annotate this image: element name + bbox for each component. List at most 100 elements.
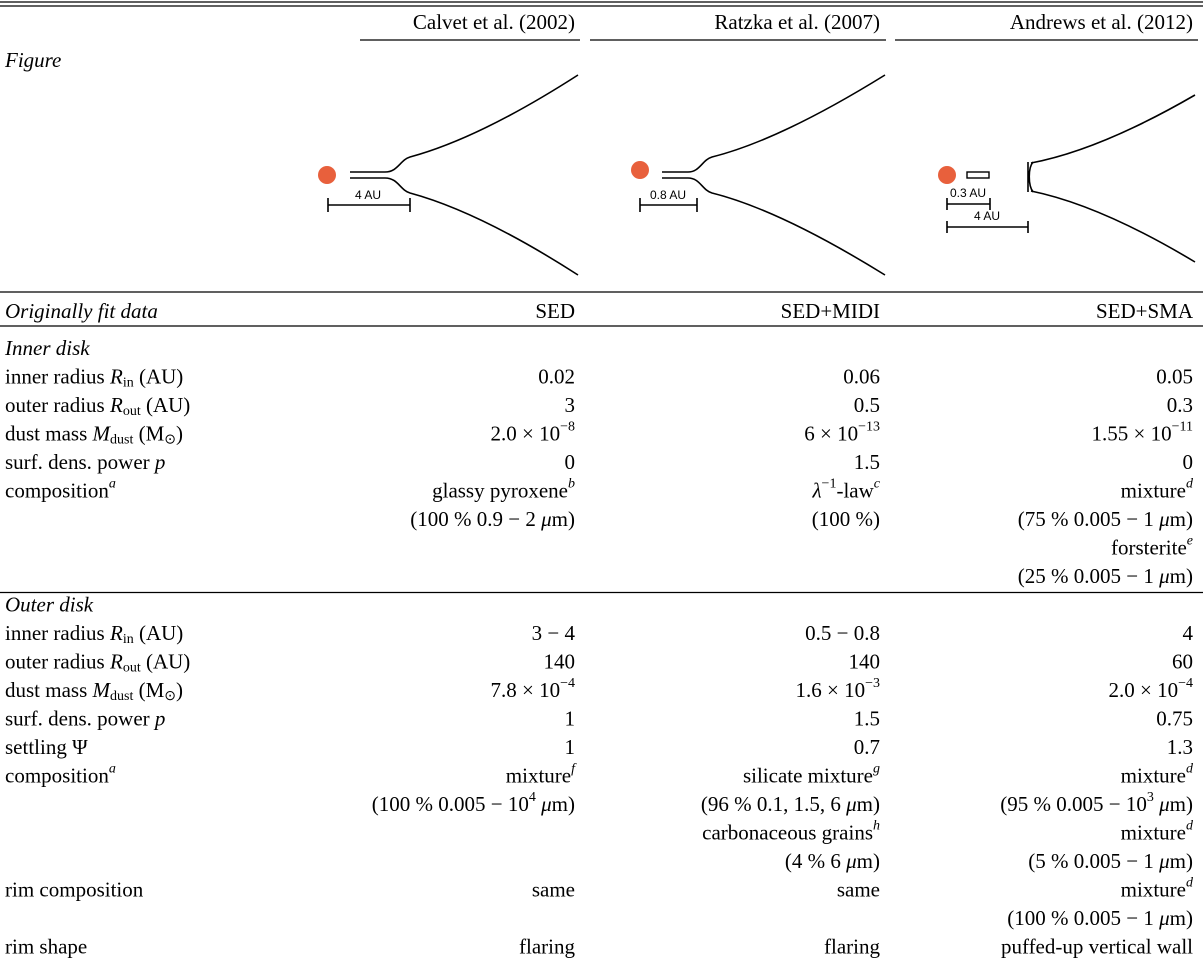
text-run: μ — [540, 792, 552, 816]
star — [631, 161, 649, 179]
text-run: R — [109, 364, 123, 388]
text-run: composition — [5, 763, 109, 787]
table-cell: (100 % 0.005 − 1 μm) — [1007, 906, 1193, 930]
text-run: silicate mixture — [743, 763, 873, 787]
text-run: −1 — [822, 477, 837, 492]
text-run: μ — [845, 849, 857, 873]
table-cell: 1.5 — [854, 706, 880, 730]
table-cell: 1.55 × 10−11 — [1092, 420, 1193, 446]
disk-surface — [350, 74, 579, 173]
text-run: glassy pyroxene — [432, 478, 568, 502]
text-run: −4 — [560, 676, 575, 691]
text-run: R — [109, 649, 123, 673]
table-cell: 7.8 × 10−4 — [491, 676, 576, 702]
section-title: Inner disk — [4, 336, 90, 360]
row-label: dust mass Mdust (M⊙) — [5, 421, 183, 447]
text-run: μ — [1158, 849, 1170, 873]
text-run: m) — [552, 792, 575, 816]
text-run: −13 — [858, 420, 880, 435]
table-cell: mixtured — [1121, 876, 1194, 902]
table-cell: mixtured — [1121, 819, 1194, 845]
table-cell: (75 % 0.005 − 1 μm) — [1018, 507, 1193, 531]
table-cell: (5 % 0.005 − 1 μm) — [1028, 849, 1193, 873]
table-cell: 1 — [565, 735, 576, 759]
disk-wall — [1027, 161, 1034, 193]
text-run: (25 % 0.005 − 1 — [1018, 564, 1159, 588]
column-header: Ratzka et al. (2007) — [714, 10, 880, 34]
text-run: (4 % 6 — [785, 849, 846, 873]
text-run: surf. dens. power — [5, 450, 155, 474]
table-cell: silicate mixtureg — [743, 762, 880, 788]
text-run: 6 × 10 — [804, 421, 858, 445]
text-run: m) — [1170, 507, 1193, 531]
text-run: out — [123, 404, 141, 419]
row-label: rim shape — [5, 934, 87, 958]
table-cell: 0.5 − 0.8 — [805, 621, 880, 645]
scale-bar — [946, 221, 1029, 233]
table-cell: SED — [535, 299, 575, 323]
text-run: a — [109, 477, 116, 492]
text-run: out — [123, 661, 141, 676]
row-label: inner radius Rin (AU) — [5, 364, 183, 390]
text-run: (M — [133, 678, 164, 702]
table-cell: 3 — [565, 393, 576, 417]
text-run: 4 — [529, 790, 536, 805]
table-cell: forsteritee — [1111, 534, 1193, 560]
text-run: (AU) — [134, 364, 184, 388]
table-cell: same — [837, 877, 880, 901]
table-cell: (100 %) — [812, 507, 880, 531]
text-run: d — [1186, 819, 1194, 834]
text-run: (M — [133, 421, 164, 445]
text-run: dust — [110, 433, 133, 448]
text-run: λ — [811, 478, 821, 502]
text-run: μ — [540, 507, 552, 531]
row-label: compositiona — [5, 762, 116, 788]
figure-andrews: 0.3 AU 4 AU — [938, 94, 1196, 263]
text-run: mixture — [1121, 877, 1186, 901]
text-run: 1.6 × 10 — [796, 678, 866, 702]
text-run: μ — [845, 792, 857, 816]
text-run: mixture — [1121, 478, 1186, 502]
text-run: m) — [1170, 906, 1193, 930]
table-cell: 2.0 × 10−4 — [1109, 676, 1194, 702]
table-cell: (4 % 6 μm) — [785, 849, 880, 873]
text-run: μ — [1158, 507, 1170, 531]
text-run: (96 % 0.1, 1.5, 6 — [701, 792, 846, 816]
table-cell: 1.3 — [1167, 735, 1193, 759]
text-run: mixture — [506, 763, 571, 787]
table-cell: 140 — [849, 649, 881, 673]
text-run: (95 % 0.005 − 10 — [1000, 792, 1147, 816]
text-run: −3 — [865, 676, 880, 691]
table-cell: 1.5 — [854, 450, 880, 474]
text-run: R — [109, 621, 123, 645]
text-run: dust mass — [5, 421, 93, 445]
text-run: 3 — [1147, 790, 1154, 805]
row-label: surf. dens. power p — [5, 706, 165, 730]
table-cell: 0.7 — [854, 735, 880, 759]
text-run: −11 — [1172, 420, 1193, 435]
text-run: mixture — [1121, 820, 1186, 844]
text-run: forsterite — [1111, 535, 1187, 559]
column-header: Calvet et al. (2002) — [413, 10, 575, 34]
table-cell: 140 — [544, 649, 576, 673]
row-label: compositiona — [5, 477, 116, 503]
text-run: in — [123, 376, 134, 391]
table-cell: λ−1-lawc — [811, 477, 880, 503]
text-run: inner radius — [5, 364, 110, 388]
text-run: carbonaceous grains — [702, 820, 873, 844]
column-header: Andrews et al. (2012) — [1010, 10, 1193, 34]
scale-label: 4 AU — [355, 188, 381, 202]
text-run: (100 % 0.005 − 1 — [1007, 906, 1159, 930]
row-label: settling Ψ — [5, 735, 88, 759]
text-run: (5 % 0.005 − 1 — [1028, 849, 1159, 873]
text-run: surf. dens. power — [5, 706, 155, 730]
text-run: ⊙ — [164, 689, 176, 704]
row-label: surf. dens. power p — [5, 450, 165, 474]
text-run: 7.8 × 10 — [491, 678, 561, 702]
text-run: m) — [857, 792, 880, 816]
table-cell: (95 % 0.005 − 103 μm) — [1000, 790, 1193, 816]
table-cell: 3 − 4 — [532, 621, 576, 645]
text-run: dust mass — [5, 678, 93, 702]
table-cell: (100 % 0.005 − 104 μm) — [372, 790, 575, 816]
scale-label: 0.8 AU — [650, 188, 686, 202]
